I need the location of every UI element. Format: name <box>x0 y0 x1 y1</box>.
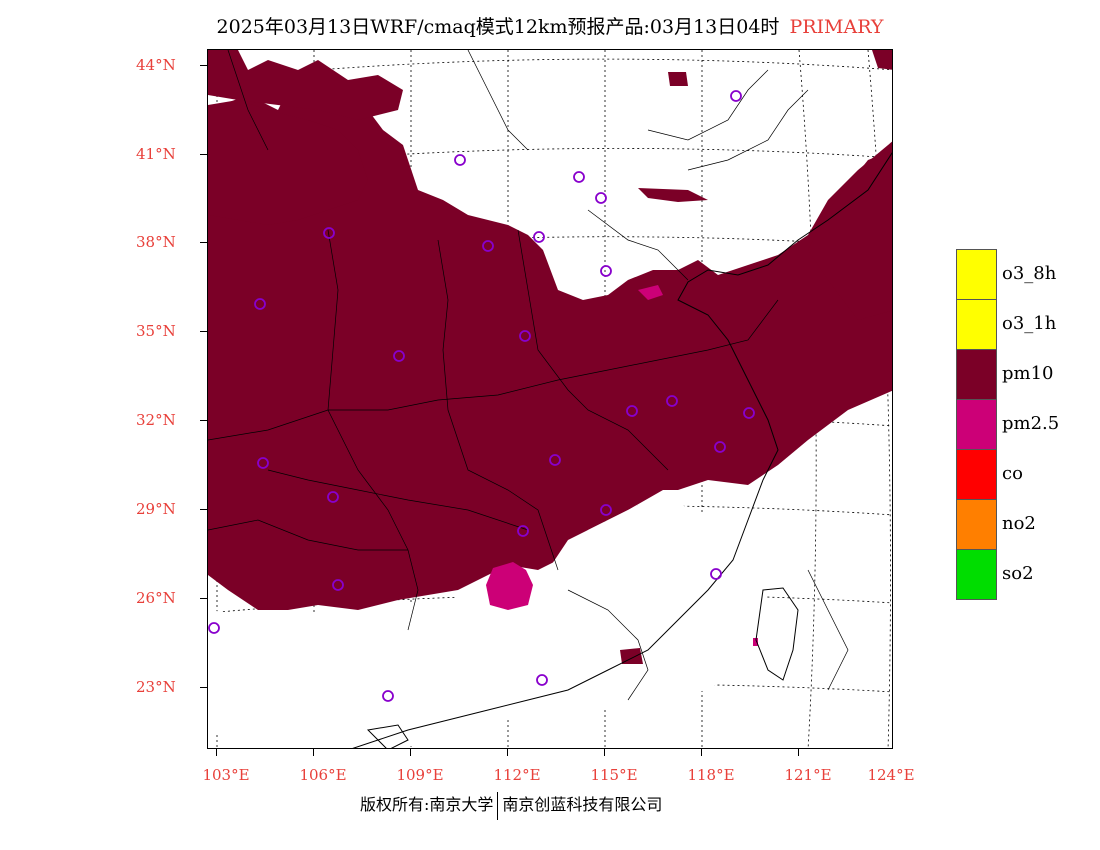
station-marker[interactable] <box>382 690 394 702</box>
pm25-patch-shandong <box>638 285 663 300</box>
station-marker[interactable] <box>519 330 531 342</box>
legend-label-co: co <box>1002 463 1023 484</box>
lon-tick <box>701 749 702 756</box>
title-text: 2025年03月13日WRF/cmaq模式12km预报产品:03月13日04时 <box>216 16 780 38</box>
province-borders <box>208 50 849 701</box>
pm10-patch-bohai <box>638 188 708 202</box>
lat-tick <box>200 598 207 599</box>
legend-label-pm10: pm10 <box>1002 363 1054 384</box>
copyright-footer: 版权所有:南京大学 南京创蓝科技有限公司 <box>360 791 662 820</box>
lon-tick <box>507 749 508 756</box>
lon-label-112: 112°E <box>493 766 541 784</box>
lon-label-124: 124°E <box>867 766 915 784</box>
lon-label-115: 115°E <box>590 766 638 784</box>
legend-label-pm25: pm2.5 <box>1002 413 1060 434</box>
map-title: 2025年03月13日WRF/cmaq模式12km预报产品:03月13日04时 P… <box>0 12 1100 39</box>
copyright-owner: 版权所有:南京大学 <box>360 795 494 814</box>
station-marker[interactable] <box>730 90 742 102</box>
lon-tick <box>216 749 217 756</box>
legend-swatch-co <box>956 449 997 500</box>
lat-tick <box>200 154 207 155</box>
station-marker[interactable] <box>208 622 220 634</box>
station-marker[interactable] <box>393 350 405 362</box>
station-marker[interactable] <box>254 298 266 310</box>
lon-label-118: 118°E <box>687 766 735 784</box>
pm25-patch-guangdong <box>620 648 643 664</box>
pm10-region-main <box>208 90 892 610</box>
lon-tick <box>313 749 314 756</box>
coastline <box>352 152 892 748</box>
lat-tick <box>200 687 207 688</box>
legend-swatch-pm10 <box>956 349 997 400</box>
pm25-patch-taiwan <box>753 638 758 646</box>
station-marker[interactable] <box>600 504 612 516</box>
clear-area-south <box>208 490 768 748</box>
pm10-region-northwest <box>208 50 403 120</box>
station-marker[interactable] <box>327 491 339 503</box>
station-marker[interactable] <box>714 441 726 453</box>
station-marker[interactable] <box>600 265 612 277</box>
legend-swatch-pm25 <box>956 399 997 450</box>
lon-tick <box>410 749 411 756</box>
legend-label-no2: no2 <box>1002 513 1036 534</box>
lat-label-26: 26°N <box>136 589 176 607</box>
lat-tick <box>200 331 207 332</box>
station-marker[interactable] <box>332 579 344 591</box>
station-marker[interactable] <box>533 231 545 243</box>
legend-label-o3-8h: o3_8h <box>1002 263 1057 284</box>
footer-divider <box>497 791 499 820</box>
copyright-company: 南京创蓝科技有限公司 <box>502 795 663 814</box>
station-marker[interactable] <box>536 674 548 686</box>
lon-label-103: 103°E <box>202 766 250 784</box>
lon-tick <box>604 749 605 756</box>
legend-swatch-o3-8h <box>956 249 997 300</box>
lat-label-44: 44°N <box>136 56 176 74</box>
station-marker[interactable] <box>743 407 755 419</box>
station-marker[interactable] <box>323 227 335 239</box>
lat-tick <box>200 509 207 510</box>
pm10-patch-north-small <box>668 72 688 86</box>
station-marker[interactable] <box>666 395 678 407</box>
station-marker[interactable] <box>517 525 529 537</box>
lon-label-106: 106°E <box>299 766 347 784</box>
legend-swatch-so2 <box>956 549 997 600</box>
pm10-patch-ne-corner <box>872 50 892 70</box>
station-marker[interactable] <box>710 568 722 580</box>
lat-label-38: 38°N <box>136 233 176 251</box>
station-marker[interactable] <box>482 240 494 252</box>
lat-tick <box>200 242 207 243</box>
pollutant-map <box>208 50 892 748</box>
station-marker[interactable] <box>595 192 607 204</box>
lon-tick <box>798 749 799 756</box>
lat-tick <box>200 65 207 66</box>
lat-label-35: 35°N <box>136 322 176 340</box>
lat-label-23: 23°N <box>136 678 176 696</box>
pm10-region-north <box>208 100 368 225</box>
station-marker[interactable] <box>549 454 561 466</box>
station-marker[interactable] <box>257 457 269 469</box>
lon-label-109: 109°E <box>396 766 444 784</box>
pm25-patch-hunan <box>486 562 533 610</box>
legend-label-o3-1h: o3_1h <box>1002 313 1057 334</box>
lat-label-29: 29°N <box>136 500 176 518</box>
lon-label-121: 121°E <box>784 766 832 784</box>
station-marker[interactable] <box>573 171 585 183</box>
primary-tag: PRIMARY <box>789 16 884 38</box>
map-panel[interactable] <box>207 49 893 749</box>
station-markers <box>208 90 755 702</box>
lat-label-32: 32°N <box>136 411 176 429</box>
station-marker[interactable] <box>626 405 638 417</box>
legend-swatch-o3-1h <box>956 299 997 350</box>
legend-label-so2: so2 <box>1002 563 1034 584</box>
legend-swatch-no2 <box>956 499 997 550</box>
lat-label-41: 41°N <box>136 145 176 163</box>
pm10-region-northeast <box>808 150 892 320</box>
station-marker[interactable] <box>454 154 466 166</box>
lat-tick <box>200 420 207 421</box>
